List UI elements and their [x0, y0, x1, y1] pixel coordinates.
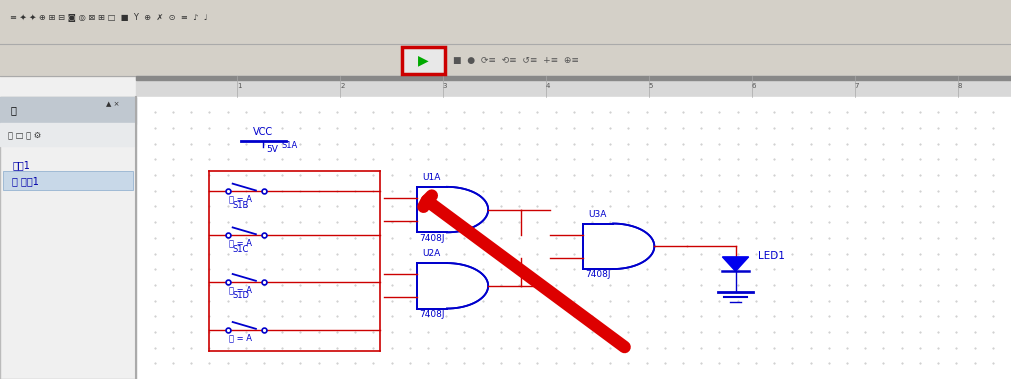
Bar	[3, 171, 133, 190]
Text: 5: 5	[649, 83, 653, 89]
Text: 7408J: 7408J	[585, 270, 611, 279]
Text: ■  ●  ⟳≡  ⟲≡  ↺≡  +≡  ⊕≡: ■ ● ⟳≡ ⟲≡ ↺≡ +≡ ⊕≡	[453, 56, 579, 65]
Text: U1A: U1A	[423, 173, 441, 182]
Text: S1D: S1D	[233, 291, 250, 300]
Polygon shape	[417, 263, 488, 309]
Bar	[0, 0, 1011, 44]
Text: S1A: S1A	[281, 141, 297, 150]
Text: 🗋 □ 🗑 ⚙: 🗋 □ 🗑 ⚙	[8, 130, 41, 139]
Text: 7: 7	[854, 83, 859, 89]
Text: 2: 2	[340, 83, 345, 89]
Polygon shape	[723, 257, 749, 271]
Text: 5V: 5V	[266, 145, 278, 154]
Text: 3: 3	[443, 83, 448, 89]
Text: LED1: LED1	[758, 251, 785, 261]
Bar	[136, 76, 1011, 97]
Bar	[136, 76, 1011, 80]
Text: 8: 8	[957, 83, 961, 89]
Polygon shape	[417, 187, 488, 232]
Bar	[0, 97, 136, 124]
Bar	[0, 44, 1011, 76]
Bar	[136, 97, 1011, 379]
Text: U3A: U3A	[588, 210, 608, 219]
Text: S1C: S1C	[233, 245, 249, 254]
Text: 1: 1	[238, 83, 242, 89]
Bar	[0, 123, 136, 146]
Text: S1B: S1B	[233, 201, 249, 210]
Text: 键 = A: 键 = A	[229, 239, 252, 247]
Text: 📄 设计1: 📄 设计1	[12, 176, 39, 186]
Text: 键 = A: 键 = A	[229, 195, 252, 204]
Text: U2A: U2A	[423, 249, 441, 258]
Polygon shape	[582, 224, 654, 269]
Text: 键 = A: 键 = A	[229, 333, 252, 342]
Text: 键 = A: 键 = A	[229, 285, 252, 294]
Text: ▲ ×: ▲ ×	[106, 101, 119, 107]
Bar	[0, 97, 136, 379]
Text: 箱: 箱	[10, 105, 16, 115]
Bar	[0, 97, 136, 379]
Text: 7408J: 7408J	[419, 234, 445, 243]
Bar	[402, 47, 445, 74]
Text: 7408J: 7408J	[419, 310, 445, 319]
Text: 4: 4	[546, 83, 550, 89]
Text: 设计1: 设计1	[12, 160, 30, 170]
Text: ≡ ✦ ✦ ⊕ ⊞ ⊟ ◙ ◎ ⊠ ⊞ □  ■  Y  ⊕  ✗  ⊙  ≡  ♪  ♩: ≡ ✦ ✦ ⊕ ⊞ ⊟ ◙ ◎ ⊠ ⊞ □ ■ Y ⊕ ✗ ⊙ ≡ ♪ ♩	[10, 13, 208, 22]
Text: ▶: ▶	[419, 53, 429, 67]
Text: 6: 6	[751, 83, 756, 89]
Text: VCC: VCC	[253, 127, 273, 137]
